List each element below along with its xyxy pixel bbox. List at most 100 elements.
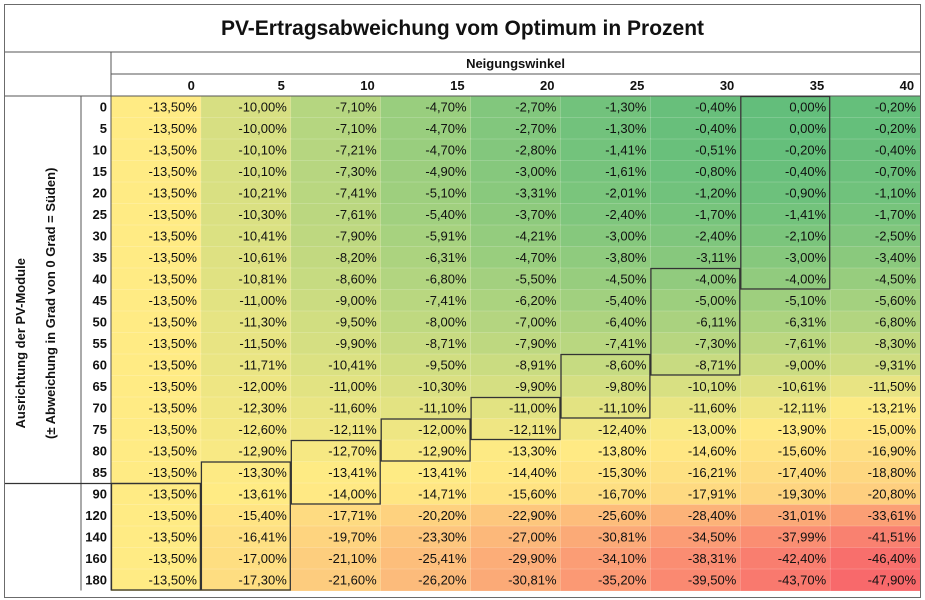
cell-value: 0,00% — [789, 121, 826, 136]
cell-value: -14,00% — [328, 487, 377, 502]
cell-value: -0,20% — [875, 121, 917, 136]
cell-value: -17,30% — [238, 573, 287, 588]
cell-value: -5,60% — [875, 293, 917, 308]
cell-value: -1,70% — [875, 207, 917, 222]
cell-value: -6,31% — [425, 250, 467, 265]
cell-value: -12,11% — [509, 422, 557, 437]
cell-value: -31,01% — [778, 508, 827, 523]
cell-value: -13,61% — [238, 487, 287, 502]
cell-value: -8,60% — [605, 358, 647, 373]
cell-value: -3,00% — [515, 164, 557, 179]
cell-value: -20,20% — [418, 508, 467, 523]
y-tick-label: 20 — [93, 186, 107, 201]
cell-value: -16,90% — [868, 444, 917, 459]
cell-value: -12,90% — [418, 444, 467, 459]
cell-value: -13,80% — [598, 444, 647, 459]
cell-value: -9,80% — [605, 379, 647, 394]
cell-value: -8,00% — [425, 315, 467, 330]
cell-value: -33,61% — [868, 508, 917, 523]
cell-value: -8,71% — [695, 358, 737, 373]
y-tick-label: 65 — [93, 379, 107, 394]
cell-value: -47,90% — [868, 573, 917, 588]
cell-value: -11,50% — [239, 336, 287, 351]
cell-value: -4,70% — [425, 143, 467, 158]
cell-value: -30,81% — [598, 530, 647, 545]
cell-value: -7,61% — [335, 207, 377, 222]
cell-value: -1,10% — [875, 186, 917, 201]
cell-value: -0,40% — [875, 143, 917, 158]
cell-value: -2,40% — [695, 229, 737, 244]
cell-value: -8,91% — [515, 358, 557, 373]
cell-value: -4,70% — [425, 121, 467, 136]
cell-value: -14,60% — [688, 444, 737, 459]
cell-value: -5,40% — [605, 293, 647, 308]
cell-value: -13,50% — [148, 143, 197, 158]
cell-value: -4,70% — [425, 100, 467, 115]
cell-value: -39,50% — [688, 573, 737, 588]
cell-value: -10,61% — [238, 250, 287, 265]
chart-title: PV-Ertragsabweichung vom Optimum in Proz… — [220, 17, 705, 40]
cell-value: -9,00% — [785, 358, 827, 373]
cell-value: -1,70% — [695, 207, 737, 222]
cell-value: -3,70% — [515, 207, 557, 222]
cell-value: -7,30% — [335, 164, 377, 179]
cell-value: -12,40% — [598, 422, 647, 437]
cell-value: -8,30% — [875, 336, 917, 351]
cell-value: -27,00% — [508, 530, 557, 545]
cell-value: -34,10% — [598, 551, 647, 566]
cell-value: -10,00% — [238, 100, 287, 115]
cell-value: -21,10% — [328, 551, 377, 566]
cell-value: -5,50% — [515, 272, 557, 287]
heatmap-cell — [829, 568, 920, 592]
cell-value: -11,60% — [689, 401, 737, 416]
y-tick-label: 40 — [93, 272, 107, 287]
cell-value: -2,80% — [515, 143, 557, 158]
cell-value: -13,21% — [868, 401, 917, 416]
y-tick-label: 90 — [93, 487, 107, 502]
cell-value: -11,50% — [869, 379, 917, 394]
cell-value: -11,71% — [239, 358, 287, 373]
cell-value: -10,61% — [778, 379, 827, 394]
cell-value: -6,11% — [696, 315, 737, 330]
cell-value: -9,90% — [335, 336, 377, 351]
optimum-band-outline — [380, 418, 471, 462]
cell-value: -6,80% — [875, 315, 917, 330]
cell-value: -4,70% — [515, 250, 557, 265]
cell-value: -20,80% — [868, 487, 917, 502]
cell-value: -1,30% — [605, 121, 647, 136]
cell-value: -13,50% — [148, 164, 197, 179]
cell-value: -12,90% — [238, 444, 287, 459]
cell-value: -11,30% — [239, 315, 287, 330]
cell-value: -13,50% — [148, 508, 197, 523]
y-tick-label: 45 — [93, 293, 107, 308]
cell-value: -35,20% — [598, 573, 647, 588]
cell-value: 0,00% — [789, 100, 826, 115]
y-tick-label: 5 — [100, 121, 107, 136]
cell-value: -0,80% — [695, 164, 737, 179]
x-tick-label: 25 — [630, 78, 644, 93]
cell-value: -0,40% — [695, 100, 737, 115]
cell-value: -3,00% — [785, 250, 827, 265]
cell-value: -13,50% — [148, 444, 197, 459]
cell-value: -11,10% — [419, 401, 467, 416]
cell-value: -10,41% — [328, 358, 377, 373]
y-tick-label: 0 — [100, 100, 107, 115]
cell-value: -13,50% — [148, 100, 197, 115]
cell-value: -11,10% — [599, 401, 647, 416]
cell-value: -2,40% — [605, 207, 647, 222]
cell-value: -13,50% — [148, 272, 197, 287]
cell-value: -41,51% — [868, 530, 917, 545]
cell-value: -13,90% — [778, 422, 827, 437]
cell-value: -1,20% — [695, 186, 737, 201]
cell-value: -2,01% — [605, 186, 647, 201]
optimum-band-outline — [200, 461, 291, 591]
cell-value: -5,10% — [425, 186, 467, 201]
cell-value: -38,31% — [688, 551, 737, 566]
cell-value: -3,40% — [875, 250, 917, 265]
cell-value: -5,00% — [695, 293, 737, 308]
x-tick-label: 5 — [278, 78, 285, 93]
x-tick-label: 20 — [540, 78, 554, 93]
cell-value: -6,20% — [515, 293, 557, 308]
cell-value: -7,41% — [335, 186, 377, 201]
cell-value: -19,30% — [778, 487, 827, 502]
